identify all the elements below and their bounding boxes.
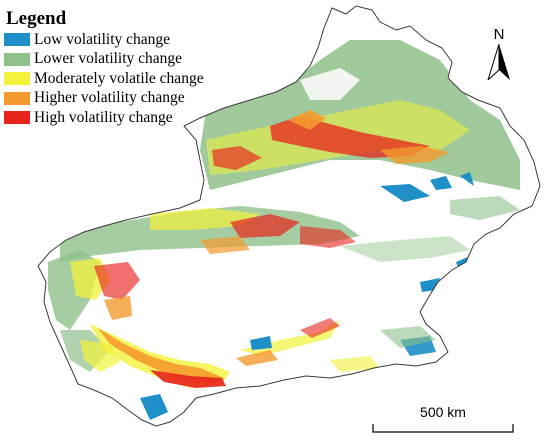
legend-item-moderate: Moderately volatile change (4, 69, 244, 89)
legend-item-higher: Higher volatility change (4, 89, 244, 109)
northern-basin-zone (200, 40, 520, 190)
legend-swatch-higher (4, 91, 30, 105)
legend-item-low: Low volatility change (4, 30, 244, 50)
legend-label-higher: Higher volatility change (34, 89, 185, 107)
map-legend: Legend Low volatility change Lower volat… (4, 8, 244, 128)
legend-swatch-lower (4, 52, 30, 66)
legend-label-high: High volatility change (34, 108, 173, 126)
legend-swatch-moderate (4, 72, 30, 86)
region-boundary (37, 5, 541, 427)
legend-item-high: High volatility change (4, 108, 244, 128)
north-arrow: N (484, 26, 514, 82)
basin-rim-zone (90, 318, 436, 420)
north-label: N (493, 26, 505, 43)
legend-label-lower: Lower volatility change (34, 50, 183, 68)
eastern-zone (380, 172, 520, 292)
scale-bar: 500 km (372, 404, 514, 434)
western-zone (48, 250, 140, 372)
scale-bar-line (372, 424, 514, 433)
scale-bar-label: 500 km (420, 404, 466, 420)
legend-swatch-high (4, 111, 30, 125)
north-arrow-icon (487, 44, 510, 80)
legend-swatch-low (4, 33, 30, 47)
legend-label-low: Low volatility change (34, 30, 171, 48)
central-ridge-zone (60, 206, 470, 262)
legend-title: Legend (6, 8, 67, 29)
legend-label-moderate: Moderately volatile change (34, 69, 204, 87)
legend-item-lower: Lower volatility change (4, 50, 244, 70)
